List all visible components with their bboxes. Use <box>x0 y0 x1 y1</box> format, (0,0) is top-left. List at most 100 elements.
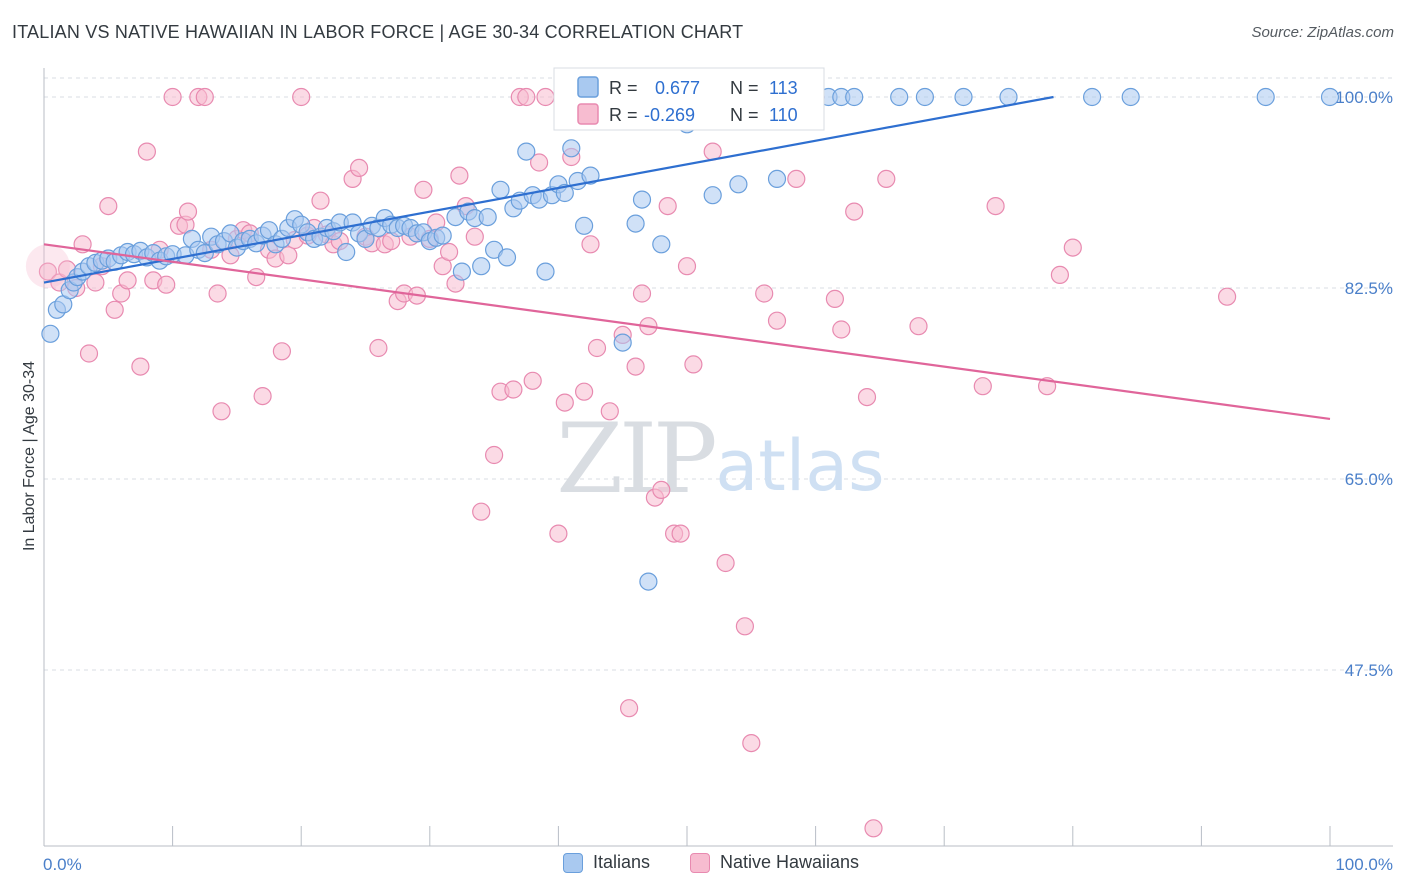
point-native-hawaiians <box>504 380 523 399</box>
legend-n-value-native-hawaiians: 110 <box>769 105 798 125</box>
point-native-hawaiians <box>742 733 761 753</box>
point-native-hawaiians <box>536 87 555 107</box>
point-native-hawaiians <box>684 355 703 374</box>
point-native-hawaiians <box>864 819 883 838</box>
point-native-hawaiians <box>450 166 469 185</box>
point-italians <box>999 87 1018 107</box>
point-native-hawaiians <box>137 142 156 161</box>
point-native-hawaiians <box>272 342 291 361</box>
y-tick-label: 82.5% <box>1345 279 1393 298</box>
watermark: ZIP atlas <box>556 403 884 515</box>
bottom-legend: Italians Native Hawaiians <box>0 852 1406 878</box>
point-native-hawaiians <box>600 402 619 421</box>
point-italians <box>581 166 600 185</box>
point-italians <box>1320 87 1340 107</box>
point-native-hawaiians <box>118 271 137 290</box>
legend-r-value-native-hawaiians: -0.269 <box>644 105 695 125</box>
point-italians <box>845 87 864 107</box>
point-native-hawaiians <box>208 284 227 303</box>
point-native-hawaiians-large <box>25 244 70 289</box>
grid-lines <box>44 77 1393 671</box>
legend-r-label-native-hawaiians: R = <box>609 105 638 125</box>
source-credit: Source: ZipAtlas.com <box>1251 24 1394 41</box>
watermark-zip: ZIP <box>556 403 715 515</box>
point-native-hawaiians <box>825 289 845 308</box>
point-italians <box>626 214 645 233</box>
point-native-hawaiians <box>105 300 124 319</box>
stats-legend-box <box>553 67 825 131</box>
point-native-hawaiians <box>619 699 639 718</box>
point-native-hawaiians <box>279 246 298 265</box>
point-native-hawaiians <box>517 87 536 107</box>
point-native-hawaiians <box>529 153 549 172</box>
point-italians <box>472 257 491 276</box>
point-native-hawaiians <box>587 338 607 358</box>
point-native-hawaiians <box>857 388 877 407</box>
bottom-legend-italians[interactable]: Italians <box>563 852 650 873</box>
stats-legend: R = 0.677 N = 113 R = -0.269 N = 110 <box>553 67 825 131</box>
watermark-atlas: atlas <box>715 425 884 507</box>
point-italians <box>729 175 748 194</box>
point-italians <box>652 235 671 254</box>
point-italians <box>632 190 652 209</box>
point-native-hawaiians <box>157 275 176 294</box>
y-tick-label: 100.0% <box>1335 88 1393 107</box>
point-italians <box>613 333 632 352</box>
trend-line-native-hawaiians <box>43 243 1331 421</box>
point-native-hawaiians <box>79 344 99 363</box>
point-italians <box>517 142 536 161</box>
legend-r-label-italians: R = <box>609 78 638 98</box>
point-italians <box>1256 87 1275 107</box>
point-native-hawaiians <box>986 197 1005 216</box>
point-native-hawaiians <box>767 311 787 330</box>
y-tick-label: 65.0% <box>1345 470 1393 489</box>
point-native-hawaiians <box>292 87 311 107</box>
point-native-hawaiians <box>311 191 330 210</box>
point-native-hawaiians <box>677 257 697 276</box>
point-native-hawaiians <box>877 169 896 188</box>
point-native-hawaiians <box>671 524 690 543</box>
point-native-hawaiians <box>845 202 864 221</box>
point-native-hawaiians <box>131 357 150 376</box>
point-native-hawaiians <box>574 382 594 401</box>
point-italians <box>890 87 909 107</box>
point-italians <box>433 226 452 245</box>
y-tick-label: 47.5% <box>1345 661 1393 680</box>
point-italians <box>915 87 935 107</box>
point-native-hawaiians <box>247 268 266 287</box>
point-native-hawaiians <box>253 387 272 406</box>
point-native-hawaiians <box>555 393 574 412</box>
point-native-hawaiians <box>632 284 652 303</box>
trend-lines <box>43 95 1331 421</box>
point-native-hawaiians <box>735 617 755 636</box>
point-native-hawaiians <box>350 158 369 177</box>
point-native-hawaiians <box>716 553 735 573</box>
bottom-legend-native-hawaiians[interactable]: Native Hawaiians <box>690 852 859 873</box>
bottom-legend-swatch-italians <box>563 852 583 873</box>
point-italians <box>452 262 471 281</box>
point-italians <box>41 324 60 343</box>
point-native-hawaiians <box>485 445 504 465</box>
x-tick-label-max: 100.0% <box>1335 855 1393 874</box>
point-italians <box>337 242 356 262</box>
point-native-hawaiians <box>440 242 459 262</box>
point-native-hawaiians <box>212 402 231 421</box>
chart-title: ITALIAN VS NATIVE HAWAIIAN IN LABOR FORC… <box>12 22 744 42</box>
axes <box>43 68 1393 847</box>
point-native-hawaiians <box>465 227 484 246</box>
point-italians <box>574 216 594 235</box>
point-native-hawaiians <box>973 377 992 396</box>
point-native-hawaiians <box>1050 265 1070 284</box>
point-italians <box>1121 87 1140 107</box>
point-italians <box>562 139 581 158</box>
point-native-hawaiians <box>626 357 645 376</box>
point-native-hawaiians <box>1217 287 1237 306</box>
point-native-hawaiians <box>472 502 491 521</box>
legend-n-label-native-hawaiians: N = <box>730 105 759 125</box>
point-italians <box>954 87 973 107</box>
point-native-hawaiians <box>195 87 214 107</box>
y-tick-labels: 47.5% 65.0% 82.5% 100.0% <box>1335 88 1393 680</box>
legend-swatch-italians <box>577 76 599 98</box>
trend-line-italians <box>43 95 1054 284</box>
